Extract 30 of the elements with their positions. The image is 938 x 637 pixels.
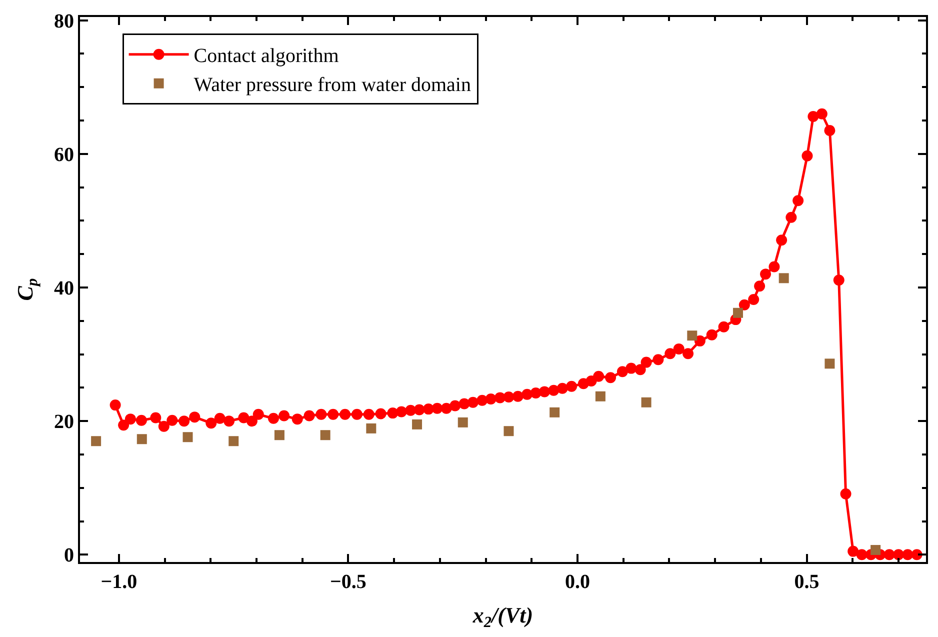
x-tick-label: −1.0	[100, 571, 138, 593]
point	[504, 426, 514, 436]
point	[320, 430, 330, 440]
y-tick-label: 80	[54, 10, 74, 32]
x-tick-label: 0.0	[565, 571, 590, 593]
x-tick-label: −0.5	[330, 571, 366, 593]
point	[778, 273, 789, 284]
point	[136, 434, 147, 444]
point	[274, 430, 284, 440]
point	[550, 407, 560, 418]
point	[870, 544, 881, 555]
point	[91, 436, 102, 446]
y-tick-label: 40	[54, 278, 74, 300]
point	[733, 308, 743, 318]
point	[641, 397, 652, 408]
x-tick-label: 0.5	[794, 571, 820, 593]
x-axis-title: x$_{2}$/(Vt)	[472, 602, 534, 632]
point	[412, 419, 422, 430]
point	[366, 423, 376, 434]
point	[595, 391, 606, 402]
point	[182, 432, 193, 442]
point	[228, 436, 239, 446]
legend-label: Contact algorithm	[194, 45, 340, 68]
y-tick-label: 20	[54, 411, 74, 434]
legend-label: Water pressure from water domain	[194, 74, 471, 96]
point	[687, 330, 698, 341]
point	[824, 358, 835, 369]
y-tick-label: 0	[64, 544, 74, 567]
y-tick-label: 60	[54, 144, 74, 166]
point	[458, 417, 468, 428]
